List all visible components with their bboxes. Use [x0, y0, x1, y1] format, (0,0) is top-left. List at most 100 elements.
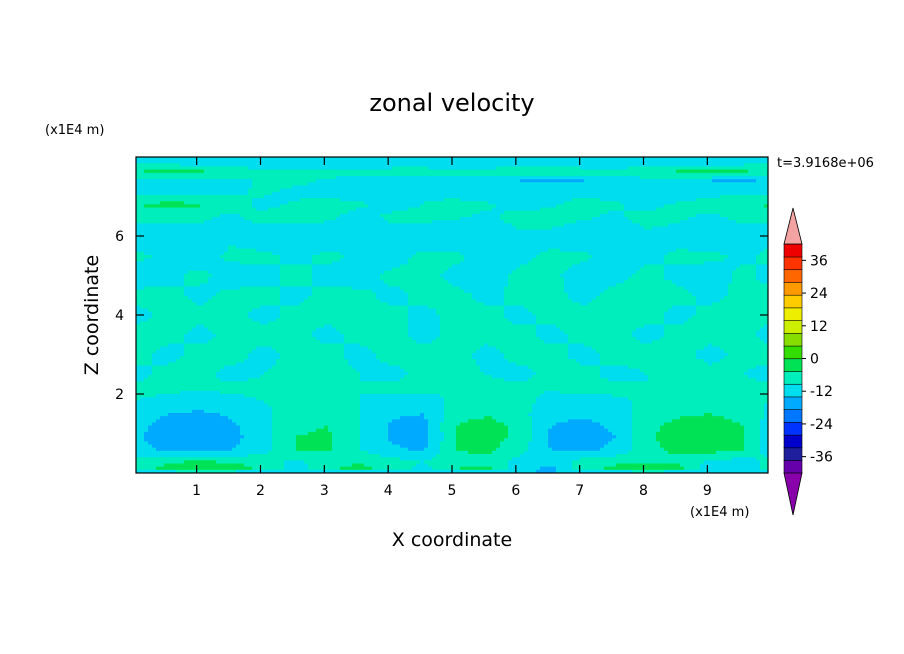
heatmap-cell [652, 175, 657, 180]
heatmap-cell [232, 198, 237, 202]
heatmap-cell [404, 175, 409, 180]
heatmap-cell [492, 163, 497, 168]
heatmap-cell [456, 198, 461, 202]
heatmap-cell [368, 185, 373, 190]
heatmap-cell [508, 179, 513, 183]
heatmap-cell [340, 204, 345, 209]
heatmap-cell [756, 160, 761, 164]
heatmap-cell [440, 194, 445, 199]
heatmap-cell [672, 166, 677, 171]
heatmap-cell [436, 163, 441, 168]
heatmap-cell [296, 201, 301, 205]
heatmap-cell [300, 179, 305, 183]
heatmap-cell [480, 191, 485, 196]
heatmap-cell [476, 188, 481, 193]
heatmap-cell [348, 204, 353, 209]
heatmap-cell [396, 157, 401, 161]
heatmap-cell [340, 179, 345, 183]
heatmap-cell [284, 204, 289, 209]
heatmap-cell [312, 182, 317, 187]
heatmap-cell [608, 201, 613, 205]
heatmap-cell [248, 188, 253, 193]
heatmap-cell [508, 172, 513, 177]
heatmap-cell [160, 207, 165, 212]
heatmap-cell [252, 179, 257, 183]
heatmap-cell [340, 207, 345, 212]
heatmap-cell [360, 169, 365, 174]
heatmap-cell [740, 175, 745, 180]
heatmap-cell [456, 185, 461, 190]
heatmap-cell [288, 185, 293, 190]
heatmap-cell [684, 179, 689, 183]
heatmap-cell [744, 185, 749, 190]
heatmap-cell [176, 198, 181, 202]
heatmap-cell [720, 172, 725, 177]
heatmap-cell [612, 185, 617, 190]
heatmap-cell [676, 179, 681, 183]
heatmap-cell [672, 169, 677, 174]
heatmap-cell [520, 191, 525, 196]
heatmap-cell [384, 182, 389, 187]
heatmap-cell [388, 188, 393, 193]
heatmap-cell [728, 185, 733, 190]
heatmap-cell [332, 169, 337, 174]
heatmap-cell [492, 204, 497, 209]
heatmap-cell [216, 157, 221, 161]
heatmap-cell [472, 191, 477, 196]
heatmap-cell [240, 166, 245, 171]
heatmap-cell [552, 182, 557, 187]
heatmap-cell [744, 182, 749, 187]
heatmap-cell [320, 160, 325, 164]
heatmap-cell [172, 207, 177, 212]
heatmap-cell [680, 169, 685, 174]
heatmap-cell [728, 157, 733, 161]
heatmap-cell [496, 166, 501, 171]
heatmap-cell [744, 169, 749, 174]
heatmap-cell [656, 185, 661, 190]
heatmap-cell [632, 182, 637, 187]
heatmap-cell [728, 204, 733, 209]
heatmap-cell [512, 166, 517, 171]
heatmap-cell [324, 179, 329, 183]
heatmap-cell [360, 160, 365, 164]
heatmap-cell [496, 160, 501, 164]
heatmap-cell [588, 185, 593, 190]
heatmap-cell [392, 169, 397, 174]
heatmap-cell [156, 188, 161, 193]
heatmap-cell [232, 188, 237, 193]
heatmap-cell [340, 169, 345, 174]
heatmap-cell [160, 182, 165, 187]
heatmap-cell [704, 182, 709, 187]
heatmap-cell [416, 207, 421, 212]
heatmap-cell [372, 191, 377, 196]
heatmap-cell [608, 210, 613, 215]
heatmap-cell [452, 194, 457, 199]
heatmap-cell [504, 160, 509, 164]
heatmap-cell [160, 198, 165, 202]
heatmap-cell [308, 194, 313, 199]
heatmap-cell [652, 166, 657, 171]
heatmap-cell [636, 185, 641, 190]
heatmap-cell [664, 172, 669, 177]
heatmap-cell [356, 182, 361, 187]
heatmap-cell [408, 160, 413, 164]
heatmap-cell [432, 157, 437, 161]
heatmap-cell [748, 163, 753, 168]
heatmap-cell [168, 210, 173, 215]
heatmap-cell [416, 198, 421, 202]
heatmap-cell [432, 169, 437, 174]
heatmap-cell [284, 163, 289, 168]
heatmap-cell [408, 169, 413, 174]
heatmap-cell [260, 163, 265, 168]
heatmap-cell [732, 169, 737, 174]
heatmap-cell [524, 198, 529, 202]
heatmap-cell [528, 160, 533, 164]
heatmap-cell [520, 160, 525, 164]
heatmap-cell [484, 198, 489, 202]
heatmap-cell [720, 169, 725, 174]
heatmap-cell [536, 191, 541, 196]
heatmap-cell [556, 191, 561, 196]
heatmap-cell [480, 157, 485, 161]
heatmap-cell [496, 182, 501, 187]
heatmap-cell [612, 172, 617, 177]
